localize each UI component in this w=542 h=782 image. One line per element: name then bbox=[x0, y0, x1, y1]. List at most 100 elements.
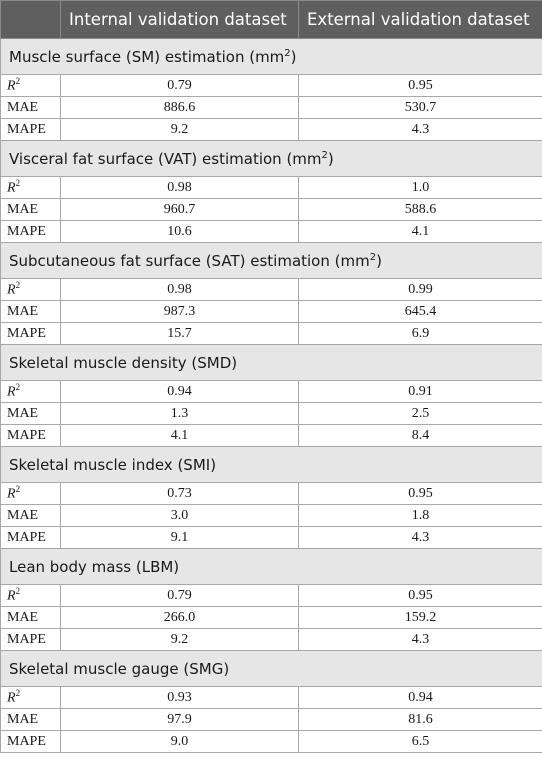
table-row: MAPE 9.1 4.3 bbox=[0, 526, 542, 549]
section-header-row: Lean body mass (LBM) bbox=[0, 548, 542, 585]
metric-label-text: R bbox=[7, 690, 16, 706]
metric-label-text: MAPE bbox=[7, 427, 46, 443]
metric-label-text: MAE bbox=[7, 507, 39, 523]
internal-value-cell: 15.7 bbox=[60, 322, 299, 345]
external-value-cell: 4.3 bbox=[298, 628, 542, 651]
validation-results-table: Internal validation dataset External val… bbox=[0, 0, 542, 753]
metric-label: MAPE bbox=[0, 220, 61, 243]
section-title-text: Lean body mass (LBM) bbox=[9, 557, 180, 576]
section-header-row: Skeletal muscle density (SMD) bbox=[0, 344, 542, 381]
internal-value-cell: 0.98 bbox=[60, 278, 299, 301]
section-title-suffix: ) bbox=[376, 251, 382, 270]
metric-label-superscript: 2 bbox=[15, 586, 21, 597]
metric-label: MAE bbox=[0, 300, 61, 323]
table-row: R2 0.98 1.0 bbox=[0, 176, 542, 199]
external-value-cell: 588.6 bbox=[298, 198, 542, 221]
metric-label-superscript: 2 bbox=[15, 178, 21, 189]
table-row: R2 0.73 0.95 bbox=[0, 482, 542, 505]
internal-value-cell: 9.1 bbox=[60, 526, 299, 549]
section-title: Muscle surface (SM) estimation (mm2) bbox=[0, 38, 542, 75]
section-title-superscript: 2 bbox=[321, 149, 328, 161]
section-title: Visceral fat surface (VAT) estimation (m… bbox=[0, 140, 542, 177]
metric-label-superscript: 2 bbox=[15, 382, 21, 393]
table-row: MAPE 15.7 6.9 bbox=[0, 322, 542, 345]
external-value-cell: 0.95 bbox=[298, 482, 542, 505]
internal-value-cell: 1.3 bbox=[60, 402, 299, 425]
external-value-cell: 0.91 bbox=[298, 380, 542, 403]
section-title-text: Skeletal muscle density (SMD) bbox=[9, 353, 238, 372]
metric-label-text: MAPE bbox=[7, 223, 46, 239]
section-header-row: Skeletal muscle index (SMI) bbox=[0, 446, 542, 483]
metric-label-text: R bbox=[7, 78, 16, 94]
internal-value-cell: 0.73 bbox=[60, 482, 299, 505]
internal-value-cell: 10.6 bbox=[60, 220, 299, 243]
section-title: Skeletal muscle index (SMI) bbox=[0, 446, 542, 483]
metric-label-text: MAE bbox=[7, 201, 39, 217]
table-row: MAE 3.0 1.8 bbox=[0, 504, 542, 527]
metric-label-superscript: 2 bbox=[15, 76, 21, 87]
section-title-text: Skeletal muscle gauge (SMG) bbox=[9, 659, 230, 678]
section-title-text: Visceral fat surface (VAT) estimation (m… bbox=[9, 149, 322, 168]
table-row: MAE 1.3 2.5 bbox=[0, 402, 542, 425]
section-header-row: Visceral fat surface (VAT) estimation (m… bbox=[0, 140, 542, 177]
external-value-cell: 0.95 bbox=[298, 584, 542, 607]
internal-value-cell: 9.2 bbox=[60, 628, 299, 651]
metric-label: MAPE bbox=[0, 730, 61, 753]
internal-value-cell: 0.98 bbox=[60, 176, 299, 199]
external-value-cell: 81.6 bbox=[298, 708, 542, 731]
table-row: MAE 886.6 530.7 bbox=[0, 96, 542, 119]
external-value-cell: 159.2 bbox=[298, 606, 542, 629]
section-title-suffix: ) bbox=[327, 149, 334, 168]
metric-label: MAE bbox=[0, 504, 61, 527]
table-body: Muscle surface (SM) estimation (mm2) R2 0.… bbox=[0, 38, 542, 753]
metric-label-superscript: 2 bbox=[15, 484, 21, 495]
section-title-text: Muscle surface (SM) estimation (mm bbox=[9, 47, 285, 66]
header-external-validation: External validation dataset bbox=[298, 0, 542, 39]
metric-label: MAE bbox=[0, 708, 61, 731]
metric-label: R2 bbox=[0, 278, 61, 301]
metric-label-text: MAE bbox=[7, 303, 39, 319]
internal-value-cell: 0.93 bbox=[60, 686, 299, 709]
metric-label-superscript: 2 bbox=[15, 280, 21, 291]
table-row: MAPE 10.6 4.1 bbox=[0, 220, 542, 243]
metric-label-text: MAPE bbox=[7, 529, 46, 545]
metric-label-text: R bbox=[7, 282, 16, 298]
external-value-cell: 4.1 bbox=[298, 220, 542, 243]
section-title-suffix: ) bbox=[290, 47, 297, 66]
table-row: MAPE 4.1 8.4 bbox=[0, 424, 542, 447]
external-value-cell: 4.3 bbox=[298, 526, 542, 549]
metric-label-superscript: 2 bbox=[15, 688, 21, 699]
internal-value-cell: 9.0 bbox=[60, 730, 299, 753]
metric-label: R2 bbox=[0, 584, 61, 607]
internal-value-cell: 0.79 bbox=[60, 74, 299, 97]
section-title-text: Subcutaneous fat surface (SAT) estimatio… bbox=[9, 251, 370, 270]
metric-label-text: R bbox=[7, 384, 16, 400]
metric-label: MAPE bbox=[0, 118, 61, 141]
table-row: R2 0.79 0.95 bbox=[0, 74, 542, 97]
external-value-cell: 2.5 bbox=[298, 402, 542, 425]
section-title: Subcutaneous fat surface (SAT) estimatio… bbox=[0, 242, 542, 279]
metric-label: R2 bbox=[0, 176, 61, 199]
metric-label: MAE bbox=[0, 96, 61, 119]
metric-label: MAE bbox=[0, 198, 61, 221]
header-row: Internal validation dataset External val… bbox=[0, 0, 542, 39]
external-value-cell: 1.0 bbox=[298, 176, 542, 199]
metric-label-text: MAPE bbox=[7, 121, 46, 137]
metric-label-text: MAPE bbox=[7, 325, 46, 341]
internal-value-cell: 886.6 bbox=[60, 96, 299, 119]
external-value-cell: 645.4 bbox=[298, 300, 542, 323]
metric-label-text: R bbox=[7, 486, 16, 502]
metric-label-text: MAE bbox=[7, 405, 39, 421]
metric-label: R2 bbox=[0, 686, 61, 709]
external-value-cell: 6.5 bbox=[298, 730, 542, 753]
section-header-row: Muscle surface (SM) estimation (mm2) bbox=[0, 38, 542, 75]
external-value-cell: 0.99 bbox=[298, 278, 542, 301]
section-title-text: Skeletal muscle index (SMI) bbox=[9, 455, 217, 474]
metric-label: MAPE bbox=[0, 424, 61, 447]
table-row: MAE 266.0 159.2 bbox=[0, 606, 542, 629]
external-value-cell: 530.7 bbox=[298, 96, 542, 119]
external-value-cell: 0.95 bbox=[298, 74, 542, 97]
external-value-cell: 6.9 bbox=[298, 322, 542, 345]
table-row: R2 0.93 0.94 bbox=[0, 686, 542, 709]
metric-label: MAPE bbox=[0, 322, 61, 345]
